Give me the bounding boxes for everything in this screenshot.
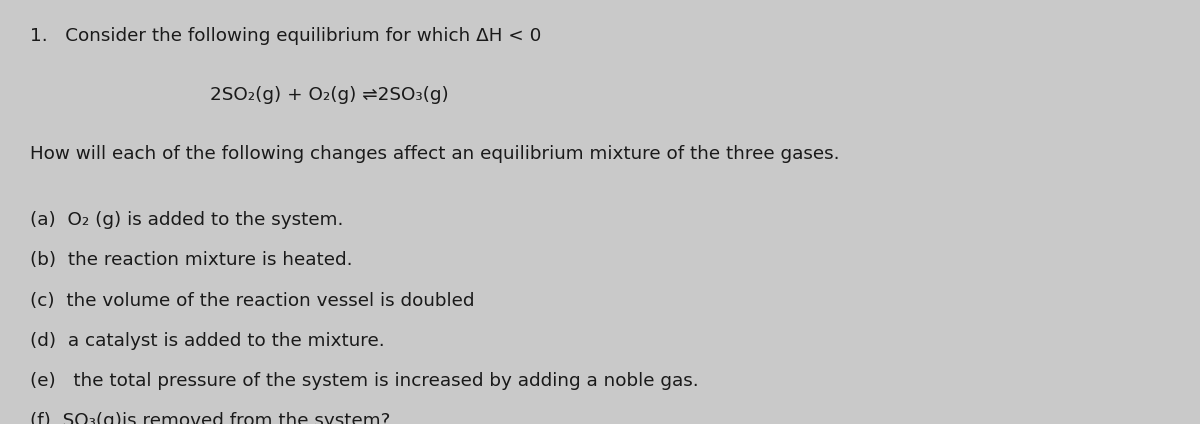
Text: (f)  SO₃(g)is removed from the system?: (f) SO₃(g)is removed from the system? xyxy=(30,413,390,424)
Text: (e)   the total pressure of the system is increased by adding a noble gas.: (e) the total pressure of the system is … xyxy=(30,372,698,390)
Text: 2SO₂(g) + O₂(g) ⇌2SO₃(g): 2SO₂(g) + O₂(g) ⇌2SO₃(g) xyxy=(210,86,449,104)
Text: (c)  the volume of the reaction vessel is doubled: (c) the volume of the reaction vessel is… xyxy=(30,292,474,310)
Text: 1.   Consider the following equilibrium for which ΔH < 0: 1. Consider the following equilibrium fo… xyxy=(30,27,541,45)
Text: (d)  a catalyst is added to the mixture.: (d) a catalyst is added to the mixture. xyxy=(30,332,385,350)
Text: (b)  the reaction mixture is heated.: (b) the reaction mixture is heated. xyxy=(30,251,353,269)
Text: How will each of the following changes affect an equilibrium mixture of the thre: How will each of the following changes a… xyxy=(30,145,840,163)
Text: (a)  O₂ (g) is added to the system.: (a) O₂ (g) is added to the system. xyxy=(30,211,343,229)
